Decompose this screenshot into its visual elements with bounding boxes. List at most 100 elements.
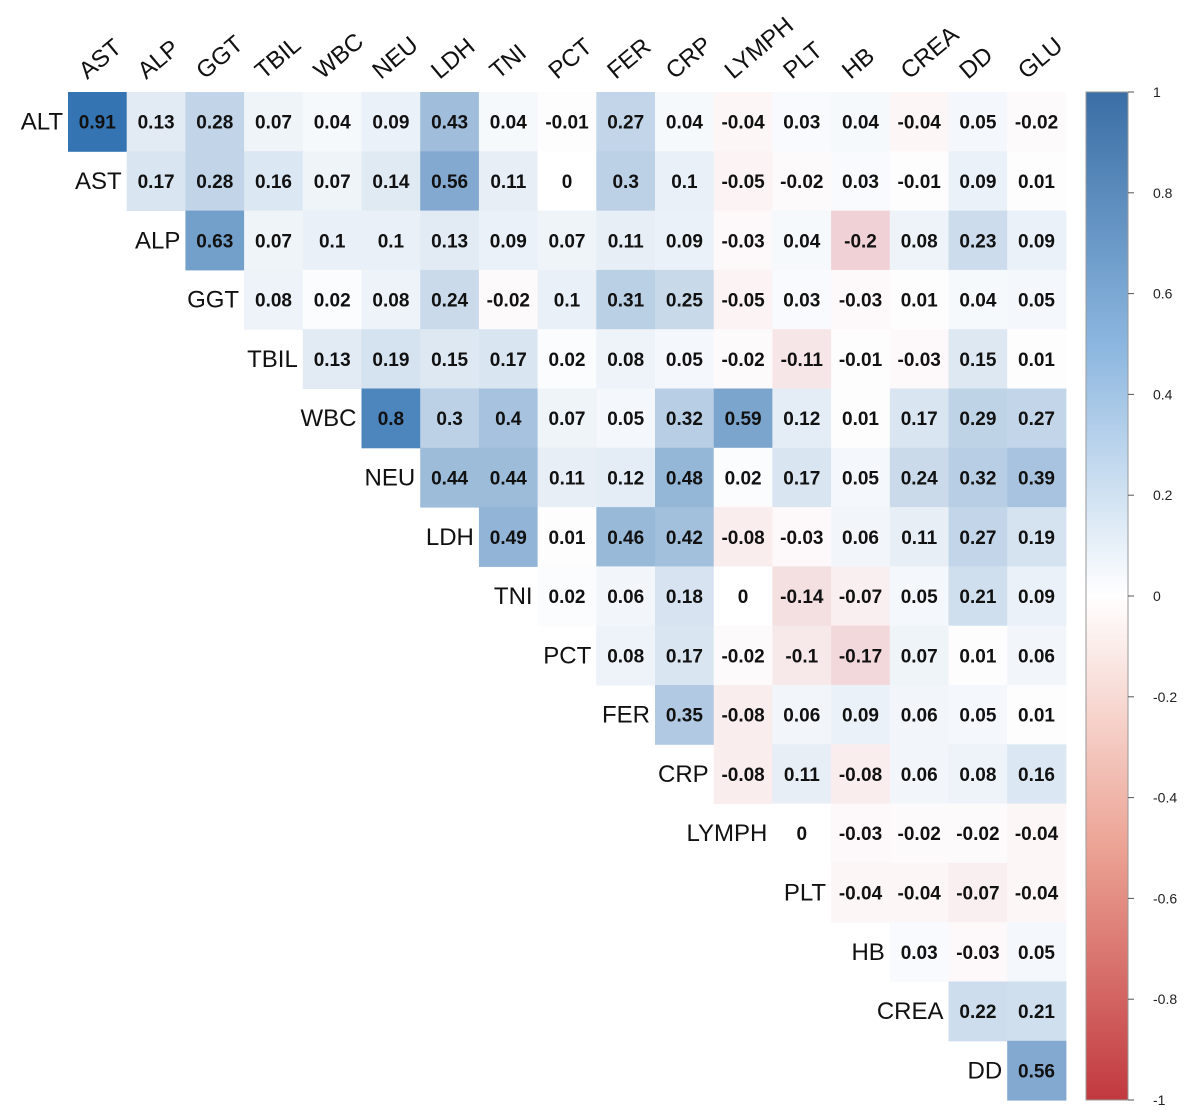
cell-value-neu-plt: 0.17 (783, 468, 820, 489)
cell-value-ggt-ldh: 0.24 (431, 291, 468, 312)
cell-value-lymph-dd: -0.02 (956, 824, 999, 845)
column-label-crea: CREA (896, 21, 964, 85)
cell-value-tni-pct: 0.02 (549, 587, 586, 608)
cell-value-lymph-glu: -0.04 (1015, 824, 1059, 845)
heatmap-cell-ast-neu (361, 151, 421, 212)
heatmap-cell-alt-hb (831, 92, 891, 152)
heatmap-cell-plt-dd (948, 862, 1008, 923)
row-label-neu: NEU (365, 464, 416, 491)
cell-value-ggt-tni: -0.02 (487, 291, 530, 312)
heatmap-cell-ldh-tni (478, 507, 539, 567)
heatmap-cell-lymph-hb (831, 803, 891, 864)
heatmap-cell-alp-glu (1007, 210, 1067, 271)
heatmap-cell-ggt-glu (1007, 269, 1067, 330)
heatmap-cell-hb-glu (1007, 922, 1067, 982)
cell-value-ast-pct: 0 (562, 172, 573, 193)
cell-value-ast-fer: 0.3 (612, 172, 638, 193)
heatmap-cell-alt-ast (68, 92, 128, 152)
cell-value-wbc-fer: 0.05 (607, 409, 644, 430)
cell-value-tbil-pct: 0.02 (549, 350, 586, 371)
cell-value-wbc-ldh: 0.3 (436, 409, 462, 430)
cell-value-pct-crp: 0.17 (666, 646, 703, 667)
cell-value-hb-crea: 0.03 (901, 943, 938, 964)
cell-value-neu-glu: 0.39 (1018, 468, 1055, 489)
cell-value-ggt-glu: 0.05 (1018, 291, 1055, 312)
heatmap-cell-plt-hb (831, 862, 891, 923)
cell-value-wbc-plt: 0.12 (783, 409, 820, 430)
row-label-pct: PCT (543, 642, 591, 669)
heatmap-cell-neu-lymph (713, 447, 773, 508)
heatmap-cell-ldh-fer (596, 507, 656, 567)
heatmap-cell-ast-wbc (302, 151, 362, 212)
colorbar-tick-label: 0.6 (1153, 286, 1173, 302)
heatmap-cell-fer-crp (655, 685, 715, 745)
cell-value-tbil-crea: -0.03 (898, 350, 941, 371)
heatmap-cell-crp-crea (889, 744, 949, 805)
column-label-hb: HB (837, 42, 880, 84)
row-label-hb: HB (851, 939, 884, 966)
cell-value-alp-wbc: 0.1 (319, 231, 346, 252)
cell-value-alp-ggt: 0.63 (196, 231, 233, 252)
heatmap-cell-alp-dd (948, 210, 1008, 271)
heatmap-cell-tbil-plt (772, 329, 832, 389)
column-label-alp: ALP (133, 35, 185, 85)
cell-value-fer-lymph: -0.08 (721, 706, 764, 727)
heatmap-cells: 0.91 0.13 0.28 0.07 0.04 0.09 0.43 0.04 -0.01 0.2… (68, 92, 1067, 1101)
colorbar-tick-label: 1 (1153, 84, 1161, 100)
cell-value-ldh-hb: 0.06 (842, 528, 879, 549)
cell-value-fer-crp: 0.35 (666, 706, 703, 727)
colorbar: 1 0.8 0.6 0.4 0.2 0 -0.2 -0.4 -0.6 -0.8 -1 (1085, 84, 1177, 1108)
cell-value-wbc-crea: 0.17 (901, 409, 938, 430)
cell-value-lymph-hb: -0.03 (839, 824, 882, 845)
heatmap-cell-alt-glu (1007, 92, 1067, 152)
cell-value-ldh-plt: -0.03 (780, 528, 823, 549)
heatmap-cell-alt-lymph (713, 92, 773, 152)
heatmap-cell-lymph-dd (948, 803, 1008, 864)
heatmap-cell-ast-pct (537, 151, 597, 212)
heatmap-cell-wbc-fer (596, 388, 656, 449)
cell-value-ast-tni: 0.11 (490, 172, 526, 193)
cell-value-tbil-hb: -0.01 (839, 350, 883, 371)
heatmap-cell-ggt-fer (596, 269, 656, 330)
heatmap-cell-tbil-glu (1007, 329, 1067, 389)
cell-value-alt-fer: 0.27 (607, 113, 644, 134)
heatmap-cell-ast-dd (948, 151, 1008, 212)
cell-value-hb-glu: 0.05 (1018, 943, 1055, 964)
cell-value-neu-fer: 0.12 (607, 468, 644, 489)
cell-value-tbil-tni: 0.17 (490, 350, 527, 371)
heatmap-cell-alp-tbil (244, 210, 304, 271)
cell-value-ggt-crea: 0.01 (901, 291, 938, 312)
heatmap-cell-pct-plt (772, 625, 832, 686)
cell-value-alt-crp: 0.04 (666, 113, 703, 134)
row-label-alp: ALP (135, 227, 180, 254)
heatmap-cell-wbc-ldh (420, 388, 480, 449)
cell-value-alt-ldh: 0.43 (431, 113, 468, 134)
heatmap-cell-wbc-glu (1007, 388, 1067, 449)
heatmap-cell-pct-fer (596, 625, 656, 686)
column-label-wbc: WBC (309, 28, 369, 85)
cell-value-alp-lymph: -0.03 (721, 231, 764, 252)
cell-value-ldh-tni: 0.49 (490, 528, 527, 549)
cell-value-alt-alp: 0.13 (138, 113, 175, 134)
heatmap-cell-alp-pct (537, 210, 597, 271)
cell-value-lymph-crea: -0.02 (898, 824, 941, 845)
cell-value-neu-crp: 0.48 (666, 468, 703, 489)
cell-value-tbil-glu: 0.01 (1018, 350, 1055, 371)
heatmap-cell-ggt-plt (772, 269, 832, 330)
heatmap-cell-ggt-ldh (420, 269, 480, 330)
row-label-ggt: GGT (187, 287, 239, 314)
heatmap-cell-tni-lymph (713, 566, 773, 627)
cell-value-alt-hb: 0.04 (842, 113, 879, 134)
heatmap-cell-hb-crea (889, 922, 949, 982)
heatmap-cell-neu-plt (772, 447, 832, 508)
heatmap-cell-crp-plt (772, 744, 832, 805)
cell-value-alt-crea: -0.04 (898, 113, 942, 134)
heatmap-cell-ast-crp (655, 151, 715, 212)
heatmap-cell-neu-crea (889, 447, 949, 508)
cell-value-plt-hb: -0.04 (839, 884, 883, 905)
cell-value-neu-ldh: 0.44 (431, 468, 468, 489)
heatmap-cell-lymph-crea (889, 803, 949, 864)
cell-value-alt-neu: 0.09 (372, 113, 409, 134)
cell-value-alp-hb: -0.2 (844, 231, 877, 252)
heatmap-cell-alp-plt (772, 210, 832, 271)
